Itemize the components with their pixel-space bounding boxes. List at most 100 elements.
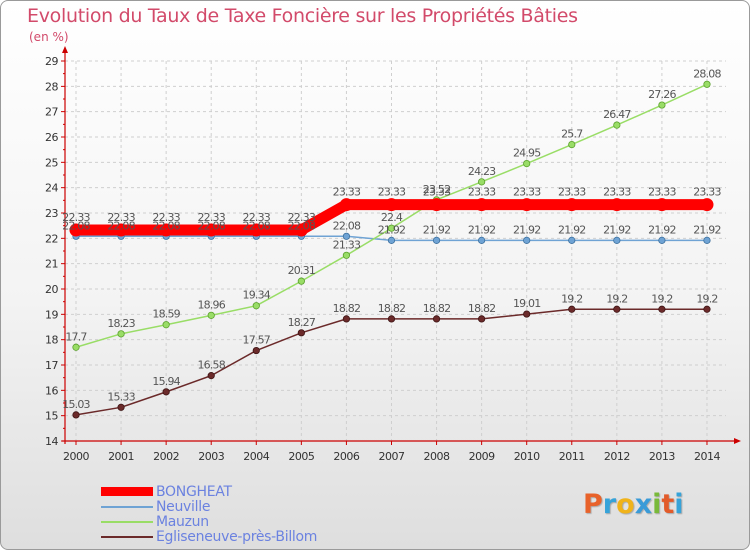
data-point-mauzun (387, 224, 396, 232)
legend-label-bongheat: BONGHEAT (156, 484, 232, 500)
legend-label-mauzun: Mauzun (156, 514, 209, 530)
data-label-mauzun: 26.47 (603, 108, 631, 121)
data-label-egliseneuve-pr-s-billom: 19.01 (513, 297, 541, 310)
data-point-neuville (658, 236, 666, 244)
data-point-mauzun (703, 80, 711, 88)
data-point-egliseneuve-pr-s-billom (252, 346, 260, 355)
y-tick-label: 22 (45, 232, 58, 245)
y-tick-label: 27 (45, 106, 58, 119)
data-label-egliseneuve-pr-s-billom: 19.2 (561, 292, 582, 305)
data-labels: 22.33 22.33 22.33 22.33 22.33 22.33 23.33 23.33… (62, 67, 722, 411)
data-label-mauzun: 27.26 (648, 88, 676, 101)
data-point-bongheat (700, 198, 714, 212)
data-point-mauzun (568, 141, 576, 149)
x-tick-label: 2002 (153, 450, 179, 463)
x-tick-label: 2000 (63, 450, 89, 463)
data-label-neuville: 21.92 (648, 223, 676, 236)
data-label-neuville: 21.92 (468, 223, 496, 236)
data-label-bongheat: 23.33 (378, 186, 406, 199)
grid-lines (65, 60, 726, 442)
axes: 14 15 16 17 18 19 20 21 22 23 24 25 26 27 28 29 2000 2001… (45, 46, 741, 463)
x-tick-label: 2012 (604, 450, 630, 463)
data-point-bongheat (610, 198, 624, 212)
data-point-mauzun (117, 330, 125, 338)
data-label-bongheat: 22.33 (152, 211, 180, 224)
data-label-neuville: 22.08 (288, 219, 316, 232)
data-point-bongheat (114, 223, 128, 237)
data-point-bongheat (204, 223, 218, 237)
data-label-neuville: 21.92 (558, 223, 586, 236)
data-point-bongheat (384, 198, 398, 212)
data-label-bongheat: 22.33 (288, 211, 316, 224)
data-label-egliseneuve-pr-s-billom: 18.82 (468, 302, 496, 315)
data-point-bongheat (475, 198, 489, 212)
y-tick-label: 14 (45, 435, 58, 448)
x-tick-label: 2001 (108, 450, 134, 463)
data-point-bongheat (655, 198, 669, 212)
legend-swatch-bongheat (101, 487, 153, 496)
data-point-egliseneuve-pr-s-billom (568, 305, 576, 313)
y-tick-label: 15 (45, 410, 58, 423)
x-tick-label: 2011 (559, 450, 585, 463)
data-label-egliseneuve-pr-s-billom: 15.03 (62, 398, 90, 411)
y-tick-label: 28 (45, 80, 58, 93)
x-tick-label: 2008 (424, 450, 450, 463)
data-point-bongheat (565, 198, 579, 212)
data-point-egliseneuve-pr-s-billom (342, 315, 351, 323)
x-tick-label: 2009 (469, 450, 495, 463)
data-label-egliseneuve-pr-s-billom: 19.2 (606, 292, 627, 305)
logo-letter: P (583, 489, 603, 520)
unit-label: (en %) (29, 30, 69, 44)
data-point-mauzun (297, 277, 305, 285)
x-tick-label: 2010 (514, 450, 540, 463)
x-tick-label: 2004 (243, 450, 269, 463)
data-label-neuville: 21.92 (513, 223, 541, 236)
data-point-neuville (703, 236, 711, 244)
data-point-egliseneuve-pr-s-billom (207, 372, 215, 380)
data-point-neuville (523, 236, 531, 244)
data-point-bongheat (249, 223, 263, 237)
data-point-mauzun (613, 121, 621, 129)
data-point-bongheat (430, 198, 444, 212)
data-label-mauzun: 23.52 (423, 183, 451, 196)
legend-label-neuville: Neuville (156, 499, 211, 515)
y-tick-label: 20 (45, 283, 58, 296)
y-tick-label: 24 (45, 182, 58, 195)
data-label-bongheat: 23.33 (558, 186, 586, 199)
logo-letter: t (661, 489, 675, 520)
y-tick-label: 23 (45, 207, 58, 220)
legend-label-egliseneuve: Egliseneuve-près-Billom (156, 529, 318, 545)
data-label-bongheat: 23.33 (648, 186, 676, 199)
x-tick-label: 2006 (333, 450, 359, 463)
data-point-mauzun (252, 302, 260, 310)
series-points (69, 80, 714, 419)
data-point-egliseneuve-pr-s-billom (523, 310, 531, 318)
data-label-mauzun: 28.08 (693, 67, 721, 80)
data-label-egliseneuve-pr-s-billom: 17.57 (243, 334, 271, 347)
x-tick-label: 2013 (649, 450, 675, 463)
data-point-egliseneuve-pr-s-billom (387, 315, 396, 323)
data-point-egliseneuve-pr-s-billom (613, 305, 621, 313)
data-label-mauzun: 18.96 (197, 298, 225, 311)
y-tick-label: 29 (45, 55, 58, 68)
data-point-mauzun (72, 343, 80, 351)
data-point-bongheat (159, 223, 173, 237)
data-point-bongheat (294, 223, 308, 237)
logo-letter: o (616, 489, 635, 520)
data-point-egliseneuve-pr-s-billom (117, 403, 125, 411)
data-label-egliseneuve-pr-s-billom: 15.94 (152, 375, 180, 388)
data-point-mauzun (162, 321, 170, 329)
data-label-bongheat: 23.33 (333, 186, 361, 199)
data-label-bongheat: 23.33 (603, 186, 631, 199)
data-point-neuville (432, 236, 441, 244)
data-label-bongheat: 23.33 (513, 186, 541, 199)
data-label-egliseneuve-pr-s-billom: 19.2 (651, 292, 672, 305)
logo-letter: i (674, 489, 684, 520)
x-tick-label: 2003 (198, 450, 224, 463)
data-label-neuville: 22.08 (197, 219, 225, 232)
y-tick-label: 17 (45, 359, 58, 372)
data-label-bongheat: 23.33 (423, 186, 451, 199)
data-point-mauzun (523, 160, 531, 168)
data-label-bongheat: 22.33 (197, 211, 225, 224)
